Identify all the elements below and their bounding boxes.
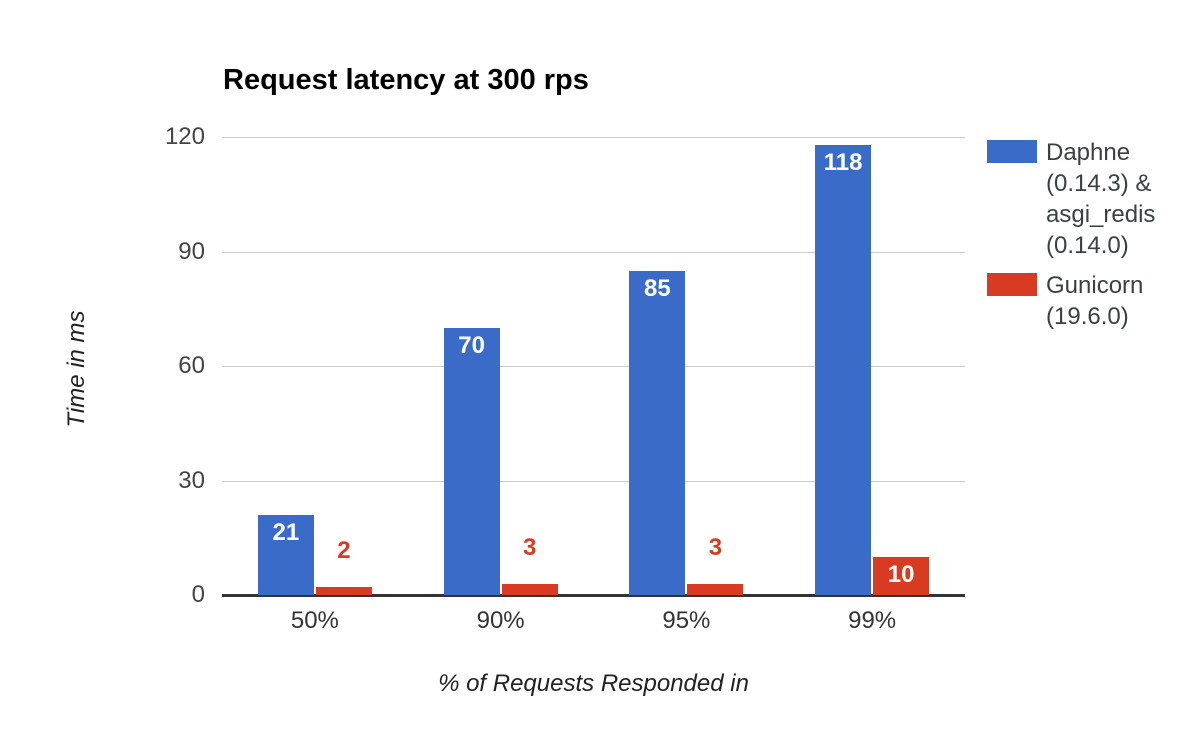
bar-value-label: 2	[337, 537, 351, 565]
gridline-120	[222, 137, 965, 138]
y-tick-label-0: 0	[191, 581, 205, 608]
x-tick-label-99%: 99%	[848, 607, 897, 634]
bar-daphne-99%	[815, 144, 872, 595]
gridline-90	[222, 251, 965, 253]
y-tick-label-120: 120	[164, 123, 205, 150]
bar-value-label: 85	[644, 274, 671, 302]
legend-item: Daphne (0.14.3) & asgi_redis (0.14.0)	[987, 137, 1177, 261]
y-tick-label-90: 90	[178, 237, 205, 265]
bar-value-label: 3	[522, 533, 537, 561]
bar-daphne-90%	[443, 327, 500, 595]
bar-value-label: 10	[887, 560, 915, 588]
legend-swatch	[987, 140, 1037, 163]
bar-gunicorn-90%	[501, 583, 558, 595]
bar-value-label: 118	[823, 148, 863, 176]
chart-title: Request latency at 300 rps	[223, 64, 589, 96]
gridline-30	[222, 480, 965, 482]
x-tick-label-90%: 90%	[476, 607, 525, 634]
bar-value-label: 21	[272, 518, 300, 546]
bar-daphne-50%	[257, 514, 314, 595]
y-tick-label-60: 60	[178, 352, 205, 379]
x-axis-title: % of Requests Responded in	[438, 670, 749, 697]
legend-label: Gunicorn (19.6.0)	[1046, 272, 1144, 330]
bar-gunicorn-99%	[873, 556, 930, 595]
x-tick-label-95%: 95%	[662, 607, 711, 634]
bar-gunicorn-50%	[315, 587, 372, 595]
bar-daphne-95%	[629, 270, 686, 595]
y-axis-title: Time in ms	[63, 310, 90, 428]
legend-item: Gunicorn (19.6.0)	[987, 270, 1177, 332]
legend-swatch	[987, 273, 1037, 296]
x-axis-baseline	[222, 594, 965, 597]
legend-label: Daphne (0.14.3) & asgi_redis (0.14.0)	[1046, 139, 1156, 259]
x-tick-label-50%: 50%	[290, 607, 339, 634]
bar-value-label: 70	[458, 331, 485, 359]
bar-value-label: 3	[708, 533, 723, 561]
plot-area: 21 2 70 3 85 3 118 10	[222, 137, 965, 597]
legend: Daphne (0.14.3) & asgi_redis (0.14.0) Gun…	[987, 137, 1177, 332]
bar-gunicorn-95%	[687, 583, 744, 595]
gridline-60	[222, 366, 965, 367]
y-tick-label-30: 30	[178, 466, 205, 494]
